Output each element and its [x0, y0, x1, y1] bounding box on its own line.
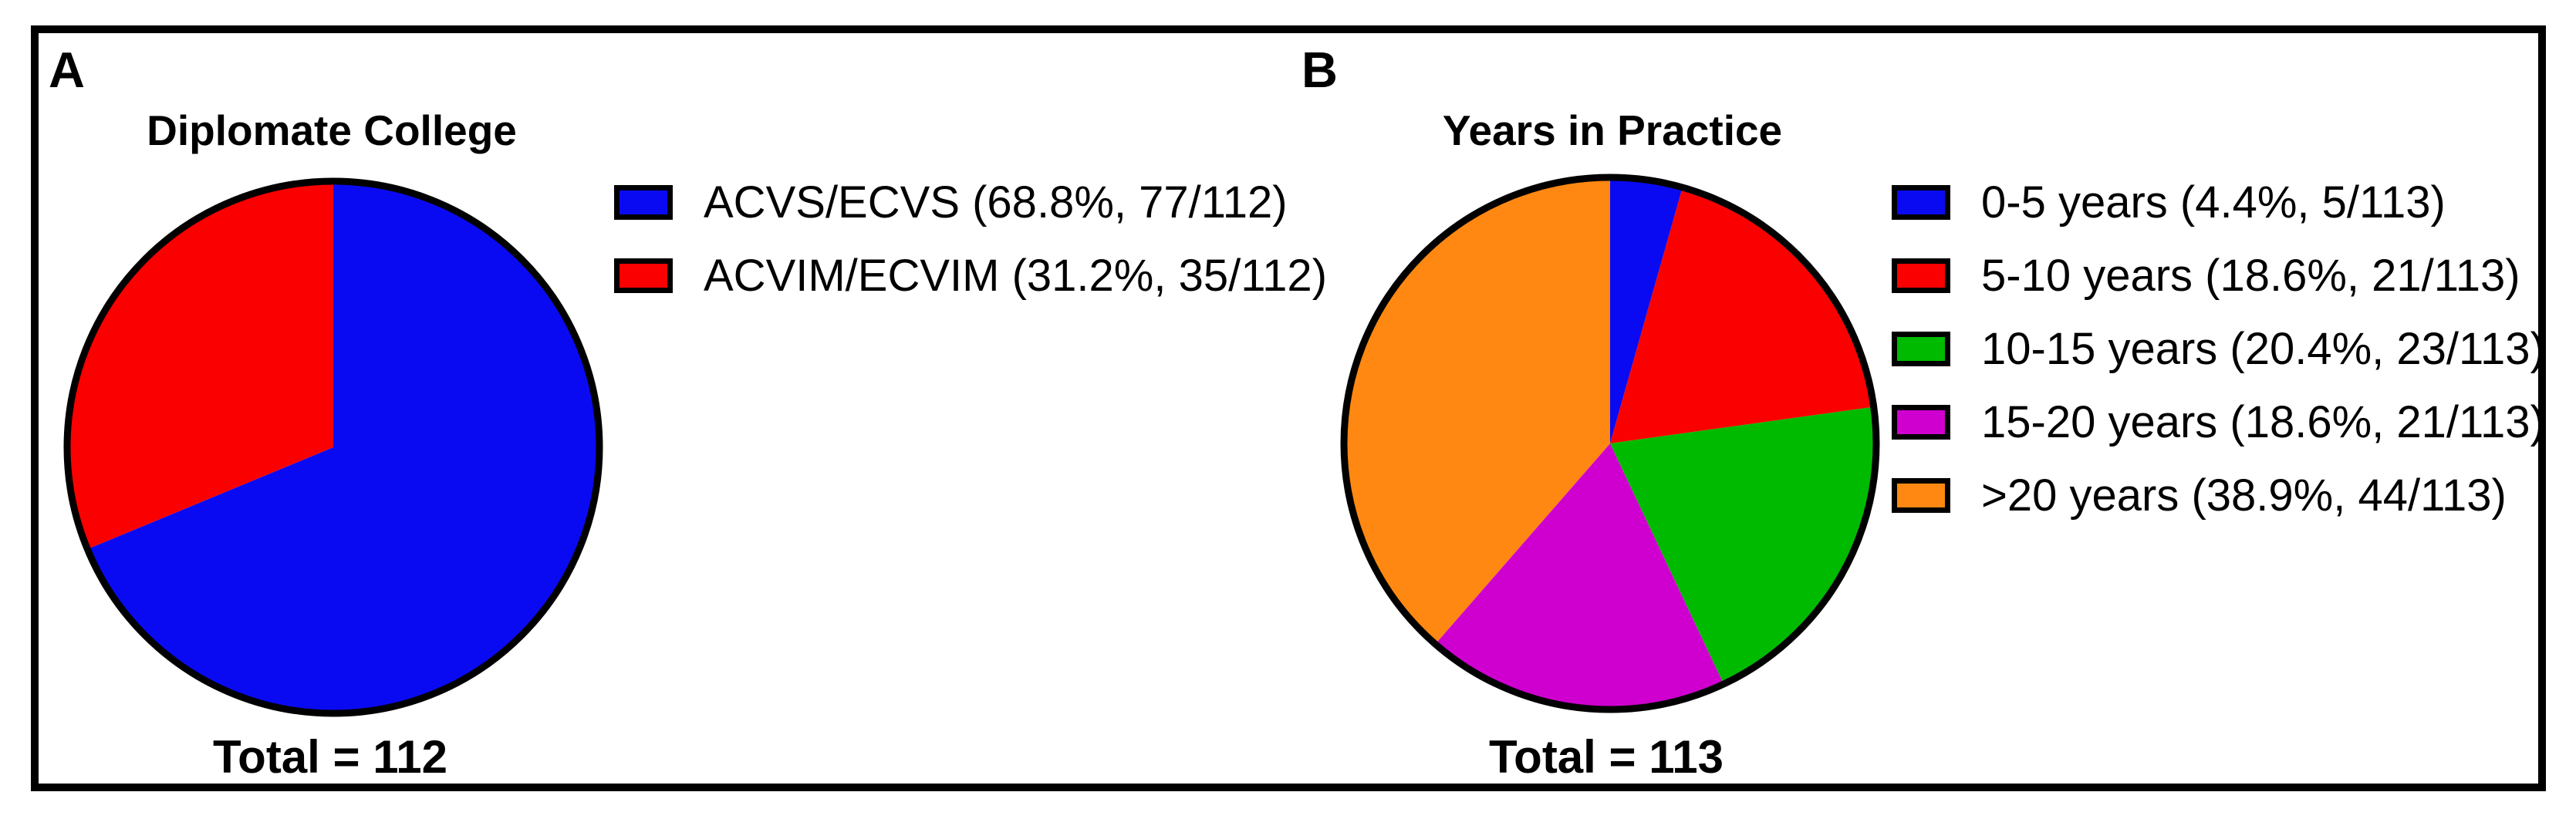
legend-item: ACVIM/ECVIM (31.2%, 35/112) — [614, 253, 1327, 298]
pie-outline — [63, 177, 603, 717]
legend-swatch — [614, 185, 673, 220]
panel-label-a: A — [49, 42, 85, 98]
pie-outline — [1340, 174, 1880, 713]
legend-swatch — [614, 258, 673, 293]
legend-label: 0-5 years (4.4%, 5/113) — [1981, 177, 2446, 228]
total-label-a: Total = 112 — [212, 731, 448, 783]
legend-swatch — [1892, 332, 1950, 366]
pie-slice-5-10 years — [1610, 187, 1874, 443]
legend-label: 10-15 years (20.4%, 23/113) — [1981, 323, 2545, 374]
legend-swatch — [1892, 405, 1950, 440]
panel-label-b: B — [1302, 42, 1338, 98]
pie-slice-0-5 years — [1610, 177, 1683, 443]
legend-swatch — [1892, 185, 1950, 220]
pie-chart-a — [63, 177, 603, 717]
figure-frame — [31, 25, 2546, 791]
chart-title-a: Diplomate College — [147, 106, 517, 154]
legend-item: 10-15 years (20.4%, 23/113) — [1892, 326, 2545, 371]
legend-item: ACVS/ECVS (68.8%, 77/112) — [614, 180, 1327, 224]
chart-title-b: Years in Practice — [1442, 106, 1783, 154]
legend-a: ACVS/ECVS (68.8%, 77/112) ACVIM/ECVIM (31… — [614, 180, 1327, 332]
total-label-b: Total = 113 — [1488, 731, 1724, 783]
legend-label: ACVS/ECVS (68.8%, 77/112) — [704, 177, 1288, 228]
legend-label: >20 years (38.9%, 44/113) — [1981, 470, 2507, 521]
legend-label: 15-20 years (18.6%, 21/113) — [1981, 396, 2545, 447]
legend-item: >20 years (38.9%, 44/113) — [1892, 473, 2545, 517]
legend-b: 0-5 years (4.4%, 5/113) 5-10 years (18.6%… — [1892, 180, 2545, 551]
pie-slice-15-20 years — [1435, 443, 1724, 709]
legend-item: 15-20 years (18.6%, 21/113) — [1892, 399, 2545, 444]
legend-label: 5-10 years (18.6%, 21/113) — [1981, 250, 2520, 301]
pie-slice->20 years — [1343, 177, 1610, 645]
legend-swatch — [1892, 258, 1950, 293]
pie-chart-b — [1340, 174, 1880, 713]
pie-slice-ACVS/ECVS — [87, 181, 599, 713]
legend-swatch — [1892, 478, 1950, 513]
legend-item: 5-10 years (18.6%, 21/113) — [1892, 253, 2545, 298]
legend-label: ACVIM/ECVIM (31.2%, 35/112) — [704, 250, 1328, 301]
legend-item: 0-5 years (4.4%, 5/113) — [1892, 180, 2545, 224]
